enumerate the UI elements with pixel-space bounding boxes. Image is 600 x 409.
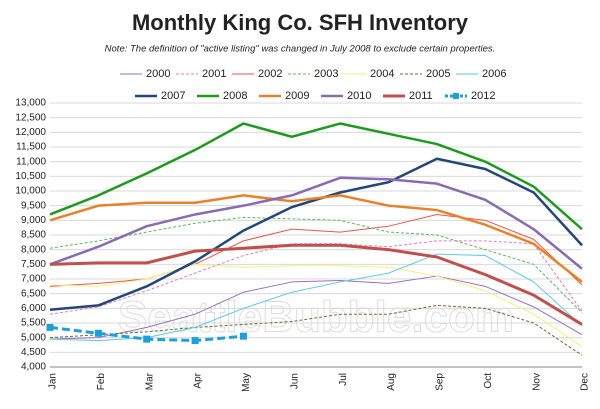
x-tick-label: Oct: [483, 373, 494, 389]
point-marker: [143, 335, 151, 343]
series-line: [49, 263, 583, 347]
legend-label: 2009: [285, 90, 309, 102]
y-tick-label: 7,000: [21, 274, 46, 285]
y-tick-label: 13,000: [15, 98, 46, 109]
legend-label: 2005: [426, 68, 450, 80]
y-tick-label: 11,000: [16, 156, 46, 167]
y-tick-label: 7,500: [21, 259, 46, 270]
series-line: [49, 194, 583, 283]
legend-label: 2007: [161, 90, 185, 102]
y-tick-label: 8,500: [21, 230, 46, 241]
legend-label: 2012: [471, 90, 495, 102]
x-tick-label: Nov: [531, 373, 542, 391]
y-tick-label: 9,500: [21, 200, 46, 211]
chart-title: Monthly King Co. SFH Inventory: [132, 10, 469, 35]
x-tick-label: Apr: [193, 372, 204, 388]
series-line: [49, 176, 583, 270]
y-tick-label: 12,500: [15, 112, 46, 123]
y-tick-label: 4,000: [21, 362, 46, 373]
x-tick-label: Dec: [580, 373, 591, 391]
y-tick-label: 12,000: [15, 127, 46, 138]
point-marker: [46, 323, 54, 331]
y-tick-label: 5,000: [21, 332, 46, 343]
x-tick-label: Jan: [48, 373, 59, 389]
legend-label: 2004: [370, 68, 394, 80]
x-tick-label: Aug: [386, 373, 397, 391]
legend-label: 2010: [347, 90, 371, 102]
series-line: [49, 157, 583, 312]
y-tick-label: 5,500: [21, 318, 46, 329]
x-tick-label: May: [241, 373, 252, 392]
series-line: [49, 243, 583, 326]
x-tick-label: Feb: [96, 373, 107, 391]
legend-label: 2011: [409, 90, 433, 102]
series-line: [49, 213, 583, 287]
legend-marker: [453, 93, 459, 99]
y-tick-label: 8,000: [21, 244, 46, 255]
watermark: SeattleBubble.com: [118, 293, 514, 342]
legend-label: 2008: [223, 90, 247, 102]
y-tick-label: 4,500: [21, 347, 46, 358]
series-line: [49, 275, 583, 340]
legend-label: 2000: [146, 68, 170, 80]
y-tick-label: 6,500: [21, 288, 46, 299]
x-tick-label: Jun: [289, 373, 300, 389]
series-line: [49, 122, 583, 231]
legend-label: 2003: [314, 68, 338, 80]
y-tick-label: 10,000: [15, 186, 46, 197]
legend-label: 2006: [482, 68, 506, 80]
x-tick-label: Mar: [144, 372, 155, 390]
point-marker: [191, 337, 199, 345]
series-line: [49, 304, 583, 356]
legend-label: 2001: [202, 68, 226, 80]
point-marker: [239, 332, 247, 340]
legend-label: 2002: [258, 68, 282, 80]
point-marker: [94, 329, 102, 337]
chart-subtitle: Note: The definition of "active listing"…: [105, 44, 496, 55]
x-tick-label: Sep: [435, 373, 446, 391]
y-tick-label: 11,500: [16, 142, 46, 153]
y-tick-label: 10,500: [15, 171, 46, 182]
y-tick-label: 9,000: [21, 215, 46, 226]
y-tick-label: 6,000: [21, 303, 46, 314]
x-tick-label: Jul: [338, 373, 349, 386]
